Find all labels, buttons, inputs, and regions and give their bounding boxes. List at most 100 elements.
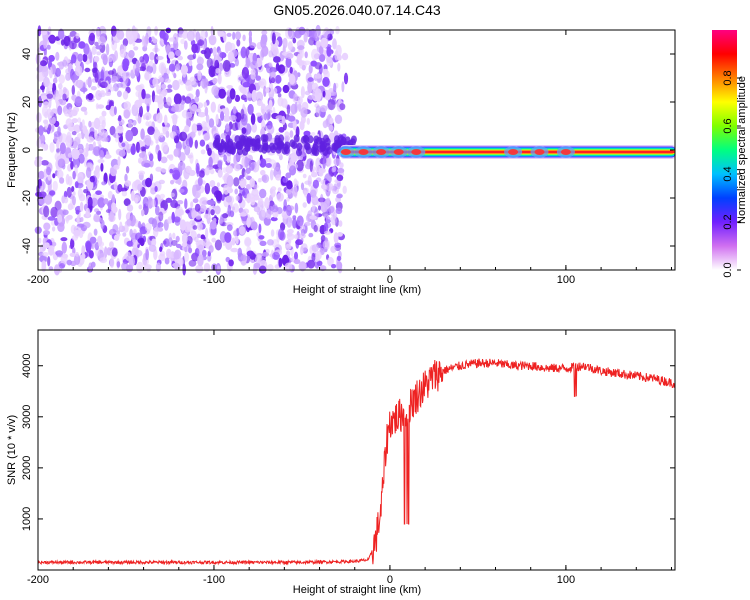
heatmap-speckle: [232, 106, 237, 114]
heatmap-speckle: [338, 220, 343, 227]
heatmap-speckle: [310, 60, 318, 67]
heatmap-speckle: [42, 105, 48, 117]
heatmap-speckle: [312, 82, 319, 93]
heatmap-speckle: [87, 196, 93, 208]
heatmap-speckle: [175, 235, 180, 243]
heatmap-speckle: [70, 160, 74, 170]
heatmap-speckle: [261, 114, 267, 120]
heatmap-speckle: [126, 240, 134, 247]
heatmap-speckle: [107, 56, 113, 62]
heatmap-speckle: [101, 110, 107, 117]
colorbar-tick-label: 0.8: [722, 70, 734, 85]
heatmap-speckle: [157, 95, 163, 105]
heatmap-speckle: [202, 121, 211, 131]
y-tick-label: -40: [21, 238, 33, 254]
heatmap-speckle: [69, 30, 78, 38]
y-tick-label: -20: [21, 190, 33, 206]
heatmap-speckle: [336, 193, 343, 199]
colorbar-tick-label: 0.0: [722, 262, 734, 277]
heatmap-speckle: [66, 186, 72, 198]
heatmap-speckle: [284, 262, 293, 273]
heatmap-speckle: [154, 26, 159, 36]
heatmap-speckle: [149, 153, 154, 162]
snr-y-axis-label: SNR (10 * v/v): [6, 415, 18, 485]
heatmap-speckle: [93, 228, 98, 236]
x-tick-label: -100: [203, 274, 225, 286]
heatmap-speckle: [220, 111, 225, 121]
heatmap-speckle: [116, 83, 124, 88]
heatmap-speckle: [240, 46, 247, 59]
heatmap-speckle: [236, 39, 241, 47]
heatmap-y-ticks: -40 -20 0 20 40: [21, 48, 675, 254]
heatmap-speckle: [234, 163, 241, 172]
heatmap-speckle: [163, 114, 168, 126]
heatmap-speckle: [255, 112, 262, 117]
heatmap-speckle: [51, 226, 56, 232]
heatmap-speckle: [59, 177, 65, 184]
heatmap-speckle: [286, 104, 291, 115]
heatmap-speckle: [306, 192, 312, 204]
heatmap-speckle: [255, 91, 264, 103]
heatmap-speckle: [102, 54, 108, 66]
heatmap-speckle: [96, 210, 101, 215]
heatmap-speckle: [245, 184, 251, 190]
heatmap-speckle: [151, 199, 156, 208]
heatmap-speckle: [119, 77, 124, 83]
heatmap-speckle: [157, 227, 164, 232]
heatmap-speckle: [189, 131, 196, 138]
heatmap-speckle: [214, 205, 221, 215]
heatmap-speckle: [36, 138, 42, 149]
heatmap-speckle: [270, 188, 276, 198]
heatmap-speckle: [41, 160, 49, 166]
heatmap-speckle: [105, 43, 110, 56]
heatmap-speckle: [72, 106, 80, 113]
heatmap-speckle: [289, 165, 297, 176]
heatmap-speckle: [80, 106, 87, 112]
chart-title: GN05.2026.040.07.14.C43: [273, 2, 441, 18]
heatmap-speckle: [329, 91, 337, 97]
heatmap-speckle: [211, 237, 216, 243]
heatmap-speckle: [329, 117, 334, 125]
heatmap-speckle: [125, 130, 134, 142]
heatmap-speckle: [43, 222, 51, 231]
heatmap-speckle: [109, 210, 114, 222]
heatmap-x-ticks: -200 -100 0 100: [27, 30, 672, 286]
heatmap-speckle: [194, 203, 201, 212]
heatmap-speckle: [297, 45, 305, 51]
heatmap-speckle: [242, 81, 251, 88]
heatmap-speckle: [126, 219, 131, 226]
heatmap-speckle: [160, 156, 168, 164]
heatmap-speckle: [212, 77, 218, 84]
x-tick-label: 0: [387, 574, 393, 586]
heatmap-speckle: [56, 169, 64, 179]
heatmap-speckle: [139, 105, 143, 118]
heatmap-speckle: [96, 51, 101, 56]
heatmap-speckle: [189, 152, 194, 164]
heatmap-speckle: [161, 84, 167, 89]
heatmap-speckle: [242, 147, 249, 156]
heatmap-speckle: [168, 232, 172, 243]
heatmap-band-blob: [340, 149, 351, 155]
heatmap-speckle: [67, 203, 73, 211]
heatmap-speckle: [87, 76, 92, 88]
heatmap-speckle: [67, 152, 74, 158]
heatmap-speckle: [91, 46, 97, 55]
heatmap-signal-band: [336, 145, 675, 159]
heatmap-speckle: [50, 111, 54, 117]
heatmap-speckle: [166, 96, 172, 106]
heatmap-speckle: [89, 32, 95, 42]
heatmap-speckle: [62, 209, 69, 216]
heatmap-speckle: [281, 115, 286, 126]
heatmap-speckle: [291, 154, 296, 163]
heatmap-speckle: [93, 117, 101, 130]
heatmap-speckle: [94, 56, 100, 62]
heatmap-speckle: [57, 28, 65, 40]
heatmap-speckle: [168, 37, 175, 42]
heatmap-speckle: [234, 135, 241, 144]
heatmap-speckle: [52, 180, 58, 192]
heatmap-speckle: [204, 106, 209, 117]
heatmap-speckle: [79, 121, 83, 132]
heatmap-speckle: [60, 253, 68, 266]
heatmap-speckle: [319, 105, 328, 113]
heatmap-speckle: [180, 64, 188, 75]
